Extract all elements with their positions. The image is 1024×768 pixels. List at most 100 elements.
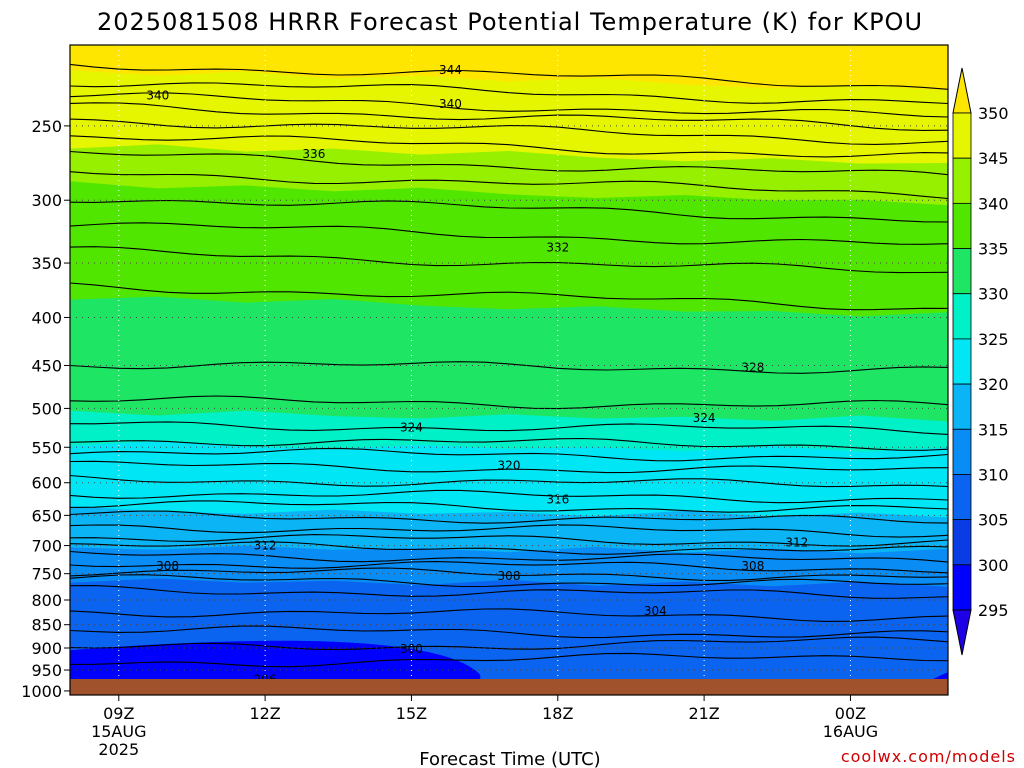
isentrope-line [69,550,949,563]
y-tick-label: 250 [31,117,62,136]
credit-text: coolwx.com/models [841,747,1016,766]
isentrope-line [69,421,949,435]
x-axis-label: Forecast Time (UTC) [419,749,600,768]
contour-label: 328 [741,360,764,374]
colorbar-box [952,474,972,521]
contour-label: 320 [498,458,521,472]
contour-label: 340 [439,97,462,111]
x-tick-date: 16AUG [823,722,878,741]
isentrope-line [69,474,949,488]
y-tick-label: 300 [31,191,62,210]
isentrope-line [69,222,949,245]
contour-label: 304 [644,604,667,618]
contour-label: 332 [546,241,569,255]
isentrope-line [69,567,949,581]
isentrope-line [69,102,949,131]
y-tick-label: 450 [31,356,62,375]
isentrope-line [69,460,949,474]
x-tick-label: 21Z [688,704,719,723]
isentrope-line [69,282,949,311]
isentrope-line [69,585,949,599]
isentrope-line [69,361,949,374]
isentrope-line [69,541,949,555]
y-tick-label: 400 [31,308,62,327]
y-tick-label: 950 [31,661,62,680]
colorbar-box [952,383,972,430]
y-tick-label: 650 [31,506,62,525]
x-tick-label: 09Z [103,704,134,723]
isentrope-line [69,437,949,451]
isentrope-line [69,652,949,668]
colorbar-label: 325 [978,330,1009,349]
colorbar-label: 310 [978,465,1009,484]
x-tick-label: 12Z [249,704,280,723]
x-tick-year: 2025 [98,740,139,759]
x-tick-date: 15AUG [91,722,146,741]
x-tick-label: 18Z [542,704,573,723]
colorbar-top-arrow [952,67,972,114]
colorbar-label: 300 [978,556,1009,575]
chart-title: 2025081508 HRRR Forecast Potential Tempe… [97,8,923,36]
colorbar-bottom-arrow [952,609,972,656]
contour-label: 336 [302,147,325,161]
isentrope-line [69,150,949,176]
colorbar-label: 320 [978,375,1009,394]
isentrope-line [69,500,949,513]
isentrope-line [69,447,949,462]
isentrope-line [69,625,949,639]
colorbar-box [952,338,972,385]
x-tick-label: 15Z [396,704,427,723]
colorbar-box [952,519,972,566]
isentrope-line [69,395,949,410]
contour-label: 312 [785,536,808,550]
colorbar-box [952,564,972,611]
ground-surface [70,679,948,695]
y-tick-label: 550 [31,438,62,457]
isentrope-line [69,82,949,105]
colorbar-box [952,428,972,475]
y-tick-label: 600 [31,474,62,493]
colorbar-box [952,157,972,204]
y-tick-label: 700 [31,537,62,556]
isentrope-line [69,608,949,622]
contour-label: 308 [156,559,179,573]
isentrope-line [69,510,949,524]
isentrope-line [69,92,949,118]
colorbar-label: 295 [978,601,1009,620]
x-tick-label: 00Z [835,704,866,723]
isentrope-line [69,534,949,547]
contour-label: 316 [546,492,569,506]
plot-frame [69,44,949,696]
contour-label: 344 [439,63,462,77]
y-tick-label: 750 [31,565,62,584]
colorbar-label: 340 [978,194,1009,213]
isentrope-line [69,135,949,158]
isentrope-line [69,63,949,90]
y-tick-label: 850 [31,616,62,635]
colorbar-box [952,248,972,295]
colorbar-label: 350 [978,104,1009,123]
isentrope-line [69,489,949,504]
isentrope-line [69,636,949,651]
y-axis: 250 300 350 400 450 500 550 600 650 700 750 800 850 9… [21,117,70,701]
contour-label: 324 [400,421,423,435]
contour-label: 300 [400,642,423,656]
colorbar-label: 335 [978,240,1009,259]
contour-label: 308 [498,569,521,583]
colorbar: 350 345 340 335 330 325 320 315 310 305 300 295 [952,67,1009,656]
y-tick-label: 1000 [21,682,62,701]
y-tick-label: 350 [31,254,62,273]
colorbar-box [952,112,972,159]
isentrope-line [69,561,949,574]
y-tick-label: 500 [31,399,62,418]
isentrope-line [69,574,949,588]
colorbar-label: 345 [978,149,1009,168]
contour-label: 340 [146,88,169,102]
colorbar-label: 305 [978,511,1009,530]
isentrope-line [69,199,949,223]
colorbar-label: 315 [978,420,1009,439]
colorbar-box [952,293,972,340]
colorbar-box [952,202,972,249]
